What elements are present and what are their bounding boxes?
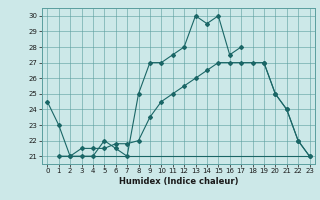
X-axis label: Humidex (Indice chaleur): Humidex (Indice chaleur)	[119, 177, 238, 186]
